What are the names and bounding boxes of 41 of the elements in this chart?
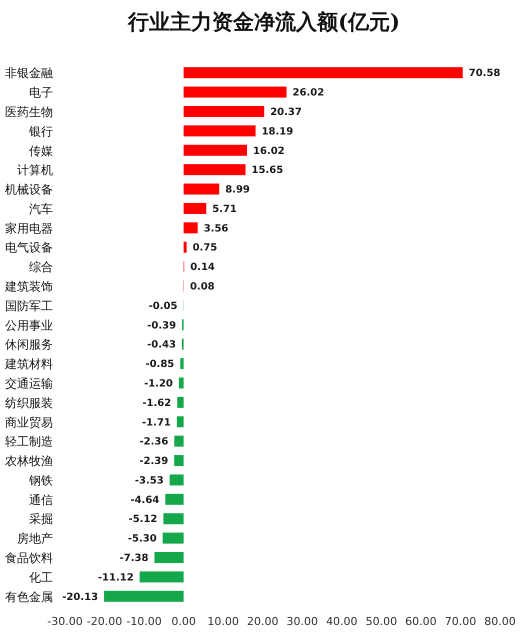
x-tick-label: 0.00: [171, 615, 196, 628]
y-tick-label: 传媒: [29, 144, 53, 158]
y-tick-label: 计算机: [17, 163, 53, 178]
y-tick-label: 钢铁: [28, 473, 53, 488]
y-tick-label: 电气设备: [5, 240, 53, 255]
y-tick-label: 农林牧渔: [5, 454, 53, 468]
y-tick-label: 休闲服务: [5, 338, 53, 352]
x-tick-label: 40.00: [326, 615, 358, 628]
y-tick-label: 汽车: [29, 202, 53, 216]
title: 行业主力资金净流入额(亿元): [128, 9, 400, 34]
x-tick-label: -20.00: [86, 615, 122, 628]
y-tick-label: 银行: [28, 124, 53, 138]
x-tick-label: 60.00: [405, 615, 437, 628]
y-tick-label: 综合: [29, 260, 53, 274]
y-tick-label: 电子: [29, 86, 53, 100]
x-tick-label: 30.00: [286, 615, 318, 628]
y-tick-label: 化工: [29, 570, 53, 584]
y-tick-label: 房地产: [17, 532, 53, 546]
y-tick-label: 家用电器: [5, 221, 53, 236]
y-tick-label: 食品饮料: [5, 551, 53, 566]
x-tick-label: 20.00: [246, 615, 278, 628]
y-tick-label: 通信: [29, 492, 53, 507]
x-tick-label: -30.00: [47, 615, 83, 628]
y-tick-label: 建筑装饰: [4, 280, 53, 294]
y-tick-label: 医药生物: [5, 104, 53, 119]
y-tick-label: 商业贸易: [5, 415, 53, 430]
y-tick-label: 轻工制造: [5, 434, 53, 449]
y-tick-label: 国防军工: [5, 298, 53, 313]
y-tick-label: 公用事业: [5, 318, 53, 332]
x-tick-label: 50.00: [366, 615, 398, 628]
y-tick-label: 纺织服装: [5, 396, 53, 410]
x-tick-label: 80.00: [484, 615, 516, 628]
y-tick-label: 非银金融: [5, 66, 53, 80]
x-tick-label: 10.00: [207, 615, 239, 628]
x-tick-label: -10.00: [126, 615, 162, 628]
y-tick-label: 机械设备: [5, 182, 53, 197]
y-tick-label: 建筑材料: [4, 357, 53, 372]
y-tick-label: 有色金属: [5, 590, 53, 604]
y-tick-label: 采掘: [29, 512, 53, 526]
y-tick-label: 交通运输: [5, 376, 53, 390]
x-tick-label: 70.00: [444, 615, 476, 628]
